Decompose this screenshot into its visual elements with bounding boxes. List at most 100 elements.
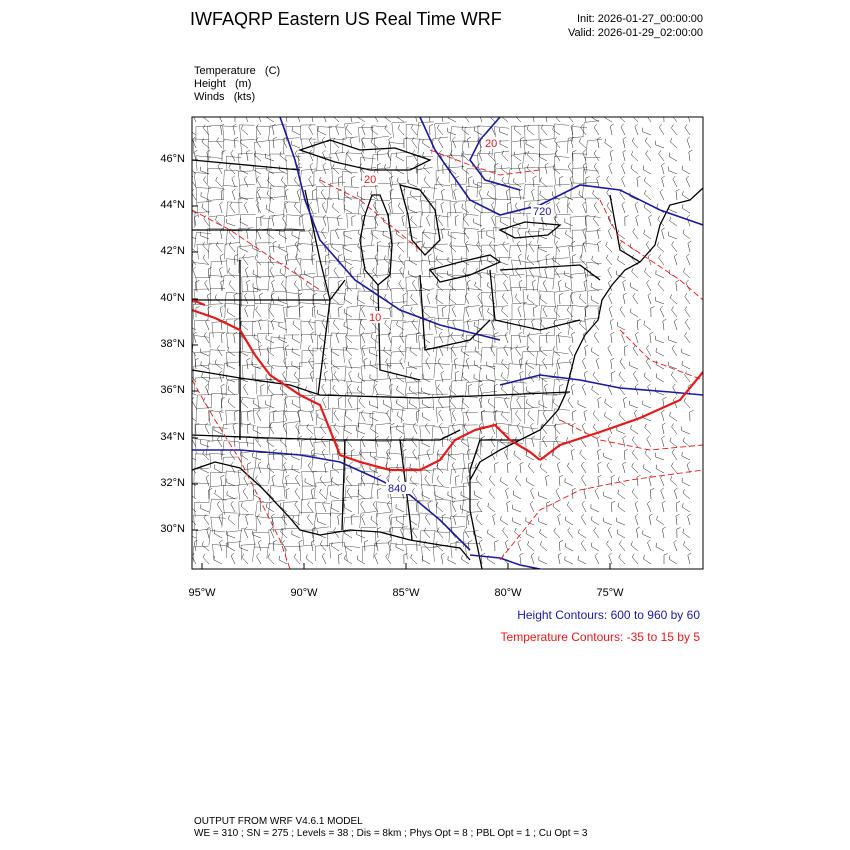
county-line bbox=[255, 168, 271, 184]
wind-barb bbox=[578, 529, 587, 539]
county-line bbox=[478, 259, 495, 276]
county-line bbox=[208, 530, 226, 546]
wind-barb bbox=[332, 384, 340, 396]
wind-barb bbox=[448, 451, 457, 461]
wind-barb bbox=[291, 399, 301, 409]
wind-barb bbox=[376, 163, 381, 175]
lon-tick-marks bbox=[201, 563, 611, 569]
wind-barb bbox=[525, 529, 535, 539]
wind-barb bbox=[624, 215, 629, 227]
wind-barb bbox=[421, 283, 431, 292]
wind-barb bbox=[396, 516, 405, 526]
wind-barb bbox=[422, 229, 431, 240]
wind-barb bbox=[528, 241, 535, 253]
county-line bbox=[390, 350, 407, 368]
county-line bbox=[376, 501, 392, 517]
wind-barb bbox=[219, 539, 223, 552]
wind-barb bbox=[610, 123, 614, 136]
county-line bbox=[285, 366, 303, 382]
county-line bbox=[195, 528, 212, 546]
county-line bbox=[434, 122, 450, 139]
wind-barb bbox=[527, 151, 535, 162]
wind-barb bbox=[192, 211, 197, 214]
state-line bbox=[192, 159, 301, 171]
county-line bbox=[283, 483, 299, 499]
county-line bbox=[207, 141, 224, 157]
county-line bbox=[447, 319, 463, 336]
county-line bbox=[328, 318, 344, 334]
county-line bbox=[193, 211, 211, 229]
county-line bbox=[587, 289, 603, 307]
wind-barb bbox=[192, 435, 197, 448]
county-line bbox=[283, 201, 300, 217]
wind-barb bbox=[226, 478, 236, 487]
county-line bbox=[237, 170, 254, 187]
wind-barb bbox=[272, 449, 277, 461]
wind-barb bbox=[597, 136, 602, 149]
wind-barb bbox=[606, 540, 613, 552]
wind-barb bbox=[655, 373, 665, 383]
county-line bbox=[328, 182, 346, 199]
wind-barb bbox=[631, 553, 639, 565]
wind-barb bbox=[216, 137, 223, 149]
wind-barb bbox=[580, 462, 587, 474]
wind-barb bbox=[335, 123, 340, 136]
wind-barb bbox=[645, 358, 652, 370]
wind-barb bbox=[204, 279, 210, 292]
wind-barb bbox=[486, 269, 496, 279]
wind-barb bbox=[463, 228, 470, 240]
wind-barb bbox=[686, 214, 691, 227]
wind-barb bbox=[422, 242, 431, 253]
county-line bbox=[238, 513, 254, 530]
wind-barb bbox=[409, 386, 418, 396]
wind-barb bbox=[291, 465, 301, 474]
county-line bbox=[344, 122, 360, 139]
wind-barb bbox=[207, 292, 212, 305]
wind-barb bbox=[252, 283, 262, 292]
wind-barb bbox=[447, 117, 457, 123]
wind-barb bbox=[226, 361, 236, 370]
wind-barb bbox=[202, 254, 210, 266]
wind-barb bbox=[473, 179, 483, 188]
wind-barb bbox=[324, 461, 328, 474]
county-line bbox=[208, 274, 225, 291]
wind-barb bbox=[463, 423, 470, 435]
county-line bbox=[301, 485, 318, 502]
county-line bbox=[297, 288, 314, 306]
wind-barb bbox=[681, 426, 691, 435]
wind-barb bbox=[281, 540, 288, 552]
wind-barb bbox=[606, 462, 613, 474]
wind-barb bbox=[285, 488, 290, 500]
wind-barb bbox=[396, 399, 405, 409]
wind-barb bbox=[239, 192, 249, 201]
wind-barb bbox=[564, 542, 574, 552]
wind-barb bbox=[347, 396, 353, 409]
wind-barb bbox=[370, 125, 379, 136]
wind-barb bbox=[555, 487, 561, 500]
wind-barb bbox=[429, 267, 434, 279]
wind-barb bbox=[227, 346, 236, 357]
valid-time: Valid: 2026-01-29_02:00:00 bbox=[568, 27, 703, 39]
wind-barb bbox=[294, 267, 301, 279]
county-line bbox=[436, 272, 452, 289]
wind-barb bbox=[306, 423, 314, 435]
wind-barb bbox=[278, 244, 288, 253]
wind-barb bbox=[519, 552, 524, 565]
wind-barb bbox=[668, 335, 678, 344]
temperature-label: 20 bbox=[485, 138, 497, 150]
wind-barb bbox=[527, 332, 535, 344]
wind-barb bbox=[356, 426, 366, 435]
county-line bbox=[194, 232, 212, 248]
wind-barb bbox=[226, 491, 236, 500]
county-line bbox=[538, 125, 554, 141]
wind-barb bbox=[411, 527, 418, 539]
wind-barb bbox=[437, 397, 444, 409]
wind-barb bbox=[539, 528, 548, 539]
wind-barb bbox=[545, 117, 548, 123]
county-line bbox=[494, 150, 510, 169]
county-line bbox=[449, 394, 465, 411]
wind-barb bbox=[357, 229, 366, 240]
wind-barb bbox=[488, 488, 496, 500]
wind-barb bbox=[291, 361, 301, 370]
wind-barb bbox=[336, 448, 341, 461]
